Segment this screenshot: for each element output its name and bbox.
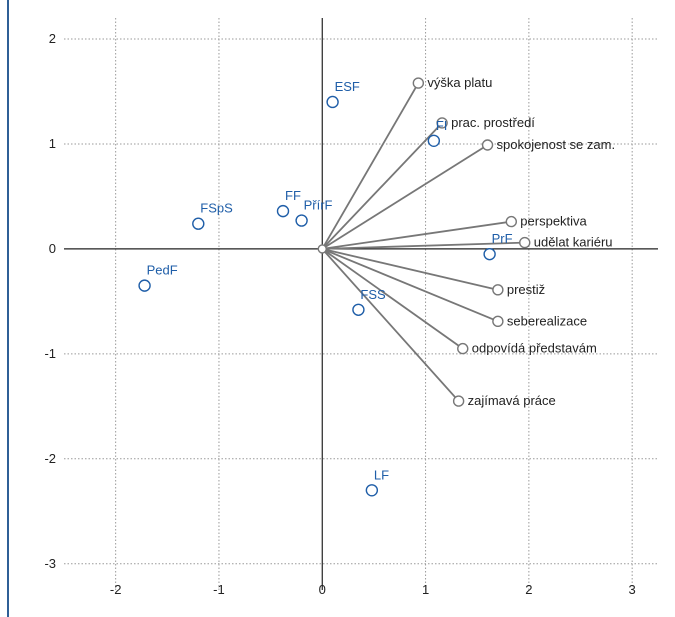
faculty-point [365, 484, 379, 497]
origin-point [317, 244, 327, 254]
variable-vector [321, 248, 460, 402]
variable-label: zajímavá práce [468, 393, 556, 408]
variable-point [412, 77, 425, 89]
variable-label: spokojenost se zam. [497, 137, 616, 152]
variable-label: perspektiva [520, 214, 587, 229]
faculty-label: LF [374, 467, 389, 482]
variable-point [481, 139, 494, 151]
variable-label: odpovídá představám [472, 341, 597, 356]
variable-vector [321, 82, 420, 250]
x-tick-label: 0 [319, 582, 326, 597]
faculty-point [192, 217, 205, 230]
faculty-point [427, 134, 441, 147]
faculty-label: PřírF [304, 198, 333, 213]
x-tick-label: 1 [422, 582, 429, 597]
variable-label: seberealizace [507, 313, 587, 328]
variable-vector [321, 144, 489, 250]
faculty-point [295, 214, 308, 227]
x-tick-label: -1 [213, 582, 225, 597]
variable-vector [321, 248, 464, 350]
variable-label: výška platu [427, 75, 492, 90]
variable-point [436, 117, 448, 129]
x-tick-label: 3 [629, 582, 636, 597]
variable-label: udělat kariéru [534, 235, 613, 250]
faculty-point [276, 204, 290, 218]
variable-point [492, 315, 504, 328]
y-tick-label: 0 [49, 241, 56, 256]
variable-vector [321, 122, 443, 250]
x-tick-label: -2 [110, 582, 122, 597]
variable-vector [322, 241, 525, 250]
faculty-point [138, 279, 151, 292]
left-border-rule [7, 0, 9, 617]
variable-vectors: výška platu prac. prostředí spokojenost se… [317, 75, 616, 408]
variable-vector [322, 248, 499, 291]
variable-label: prestiž [507, 282, 545, 297]
variable-point [519, 236, 531, 249]
faculty-label: FSS [360, 287, 386, 302]
faculty-label: FSpS [200, 201, 233, 216]
y-tick-label: -1 [44, 346, 56, 361]
variable-vector [321, 248, 499, 323]
y-tick-label: -2 [44, 451, 56, 466]
y-tick-label: -3 [44, 556, 56, 571]
gridlines [64, 18, 658, 590]
tick-labels: -2 -1 0 1 2 3 2 1 0 -1 -2 -3 [44, 31, 635, 597]
variable-point [492, 284, 504, 296]
faculty-label: PedF [147, 263, 178, 278]
variable-point [457, 342, 469, 355]
faculty-label: PrF [492, 231, 513, 246]
y-tick-label: 2 [49, 31, 56, 46]
faculty-label: ESF [335, 79, 360, 94]
faculty-point [326, 95, 339, 109]
variable-label: prac. prostředí [451, 115, 535, 130]
faculty-label: FI [436, 118, 448, 133]
faculty-point [352, 303, 365, 316]
variable-point [505, 215, 518, 228]
y-tick-label: 1 [49, 136, 56, 151]
variable-vector [322, 220, 512, 250]
faculty-label: FF [285, 188, 301, 203]
axes [64, 18, 658, 590]
variable-point [452, 395, 465, 407]
x-tick-label: 2 [525, 582, 532, 597]
faculty-point [483, 247, 496, 261]
